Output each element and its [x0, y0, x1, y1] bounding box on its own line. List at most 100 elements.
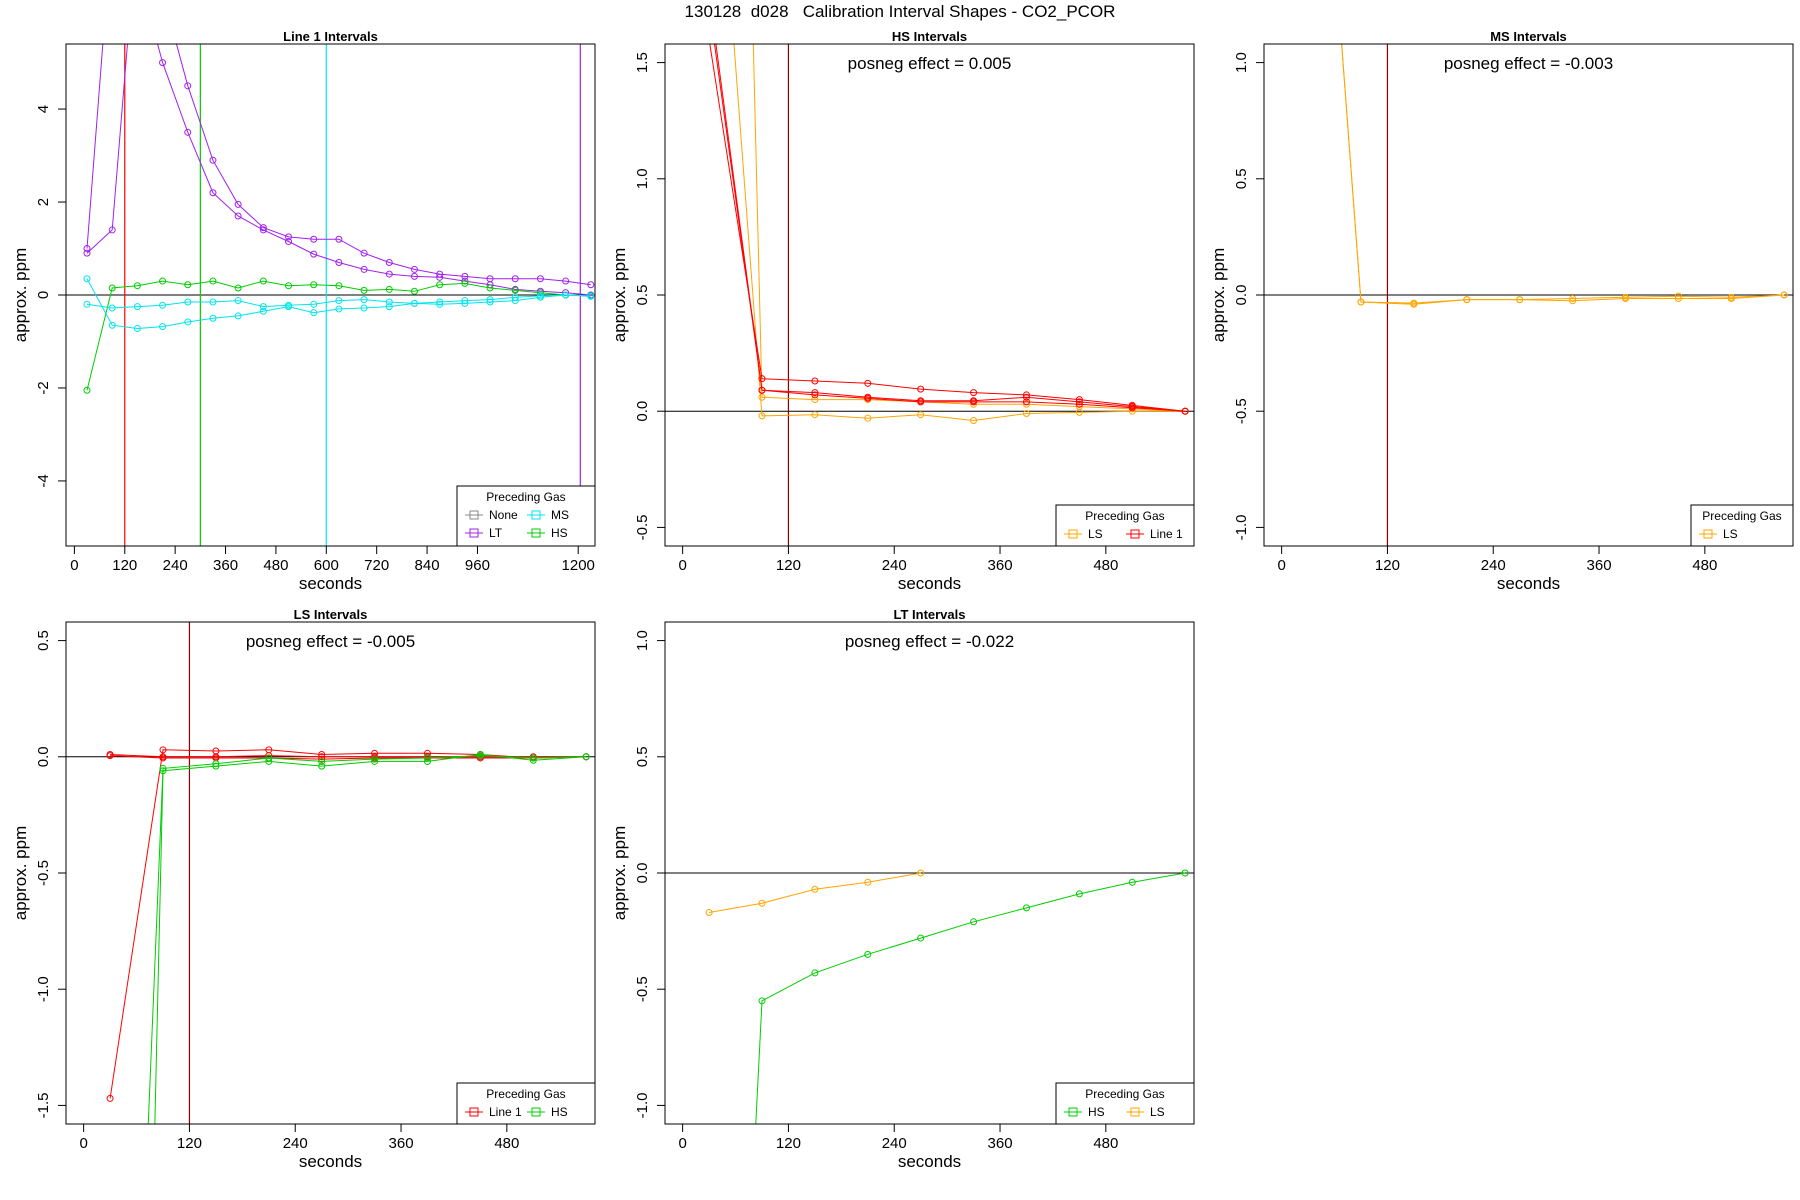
y-tick-label: 0.0: [634, 401, 651, 422]
data-point: [234, 212, 242, 220]
data-point: [385, 303, 393, 311]
x-tick-label: 720: [364, 557, 389, 574]
data-point: [209, 314, 217, 322]
y-tick-label: -2: [35, 381, 52, 394]
data-point: [970, 417, 978, 424]
data-point: [1075, 890, 1083, 898]
y-tick-label: 0.5: [634, 746, 651, 767]
data-point: [1128, 404, 1136, 412]
y-tick-label: 1.0: [1233, 52, 1250, 73]
data-point: [706, 1, 712, 7]
legend-entry-label: LT: [489, 526, 503, 540]
data-point: [410, 299, 418, 307]
data-point: [917, 934, 925, 942]
y-axis-label: approx. ppm: [610, 826, 629, 921]
y-tick-label: -1.0: [35, 976, 52, 1002]
data-point: [385, 285, 393, 293]
data-point: [758, 412, 766, 420]
x-tick-label: 600: [314, 557, 339, 574]
data-point: [259, 277, 267, 285]
y-tick-label: -0.5: [634, 976, 651, 1002]
data-point: [184, 298, 192, 306]
data-point: [461, 277, 469, 285]
legend-swatch-marker: [469, 1107, 479, 1117]
posneg-annotation: posneg effect = -0.003: [1444, 54, 1613, 73]
data-point: [209, 298, 217, 306]
data-point: [511, 275, 519, 283]
series-line-ls: [1341, 44, 1785, 304]
data-point: [234, 200, 242, 208]
data-point: [423, 754, 431, 762]
y-tick-label: 0.0: [35, 746, 52, 767]
data-point: [1780, 291, 1788, 299]
x-tick-label: 240: [882, 557, 907, 574]
x-tick-label: 240: [283, 1135, 308, 1152]
data-point: [1516, 296, 1524, 304]
data-point: [970, 918, 978, 926]
x-tick-label: 360: [1587, 557, 1612, 574]
data-point: [335, 282, 343, 290]
y-tick-label: -1.0: [1233, 514, 1250, 540]
legend: Preceding Gas HS LS: [1055, 1082, 1195, 1125]
x-tick-label: 0: [1277, 557, 1285, 574]
data-point: [1621, 294, 1629, 302]
data-point: [310, 300, 318, 308]
data-point: [1022, 904, 1030, 912]
x-tick-label: 0: [70, 557, 78, 574]
legend-entry-label: HS: [551, 1105, 568, 1119]
data-point: [371, 755, 379, 763]
data-point: [83, 300, 91, 308]
series-line-ls: [1341, 44, 1785, 305]
y-tick-label: -0.5: [35, 860, 52, 886]
legend-box: [456, 485, 596, 547]
data-point: [1075, 403, 1083, 411]
data-point: [285, 282, 293, 290]
panel-title: HS Intervals: [892, 29, 967, 44]
x-tick-label: 120: [776, 557, 801, 574]
data-point: [212, 760, 220, 768]
x-axis: 0 120 240 360 480 seconds: [678, 546, 1118, 593]
y-tick-label: -0.5: [634, 514, 651, 540]
y-axis: -1.0 -0.5 0.0 0.5 1.0 approx. ppm: [1209, 52, 1264, 540]
data-point: [83, 386, 91, 394]
data-point: [184, 281, 192, 289]
series-line-line-1: [110, 755, 587, 760]
x-tick-label: 480: [494, 1135, 519, 1152]
data-point: [360, 296, 368, 304]
y-axis-label: approx. ppm: [610, 248, 629, 343]
data-point: [758, 375, 766, 383]
data-point: [259, 226, 267, 234]
x-tick-label: 0: [678, 1135, 686, 1152]
legend-title: Preceding Gas: [1702, 509, 1781, 523]
x-tick-label: 360: [213, 557, 238, 574]
data-point: [536, 293, 544, 301]
data-point: [917, 398, 925, 406]
data-point: [864, 950, 872, 958]
data-point: [811, 969, 819, 977]
legend-swatch-marker: [1068, 1107, 1078, 1117]
data-point: [486, 298, 494, 306]
data-point: [209, 277, 217, 285]
x-tick-label: 120: [776, 1135, 801, 1152]
data-point: [360, 249, 368, 257]
data-point: [917, 869, 925, 877]
data-point: [310, 309, 318, 317]
data-point: [486, 296, 494, 304]
legend-title: Preceding Gas: [486, 1087, 565, 1101]
y-tick-label: -1.5: [35, 1092, 52, 1118]
data-point: [310, 250, 318, 258]
x-axis-label: seconds: [299, 1152, 362, 1171]
legend-title: Preceding Gas: [1085, 1087, 1164, 1101]
data-point: [758, 386, 766, 394]
x-tick-label: 360: [988, 1135, 1013, 1152]
data-point: [436, 281, 444, 289]
data-point: [811, 411, 819, 419]
data-point: [360, 304, 368, 312]
data-point: [234, 312, 242, 320]
x-axis-label: seconds: [1497, 574, 1560, 593]
data-point: [562, 277, 570, 285]
series-line-line-1: [714, 44, 1186, 412]
posneg-annotation: posneg effect = -0.022: [845, 632, 1014, 651]
data-point: [265, 754, 273, 762]
x-tick-label: 840: [415, 557, 440, 574]
